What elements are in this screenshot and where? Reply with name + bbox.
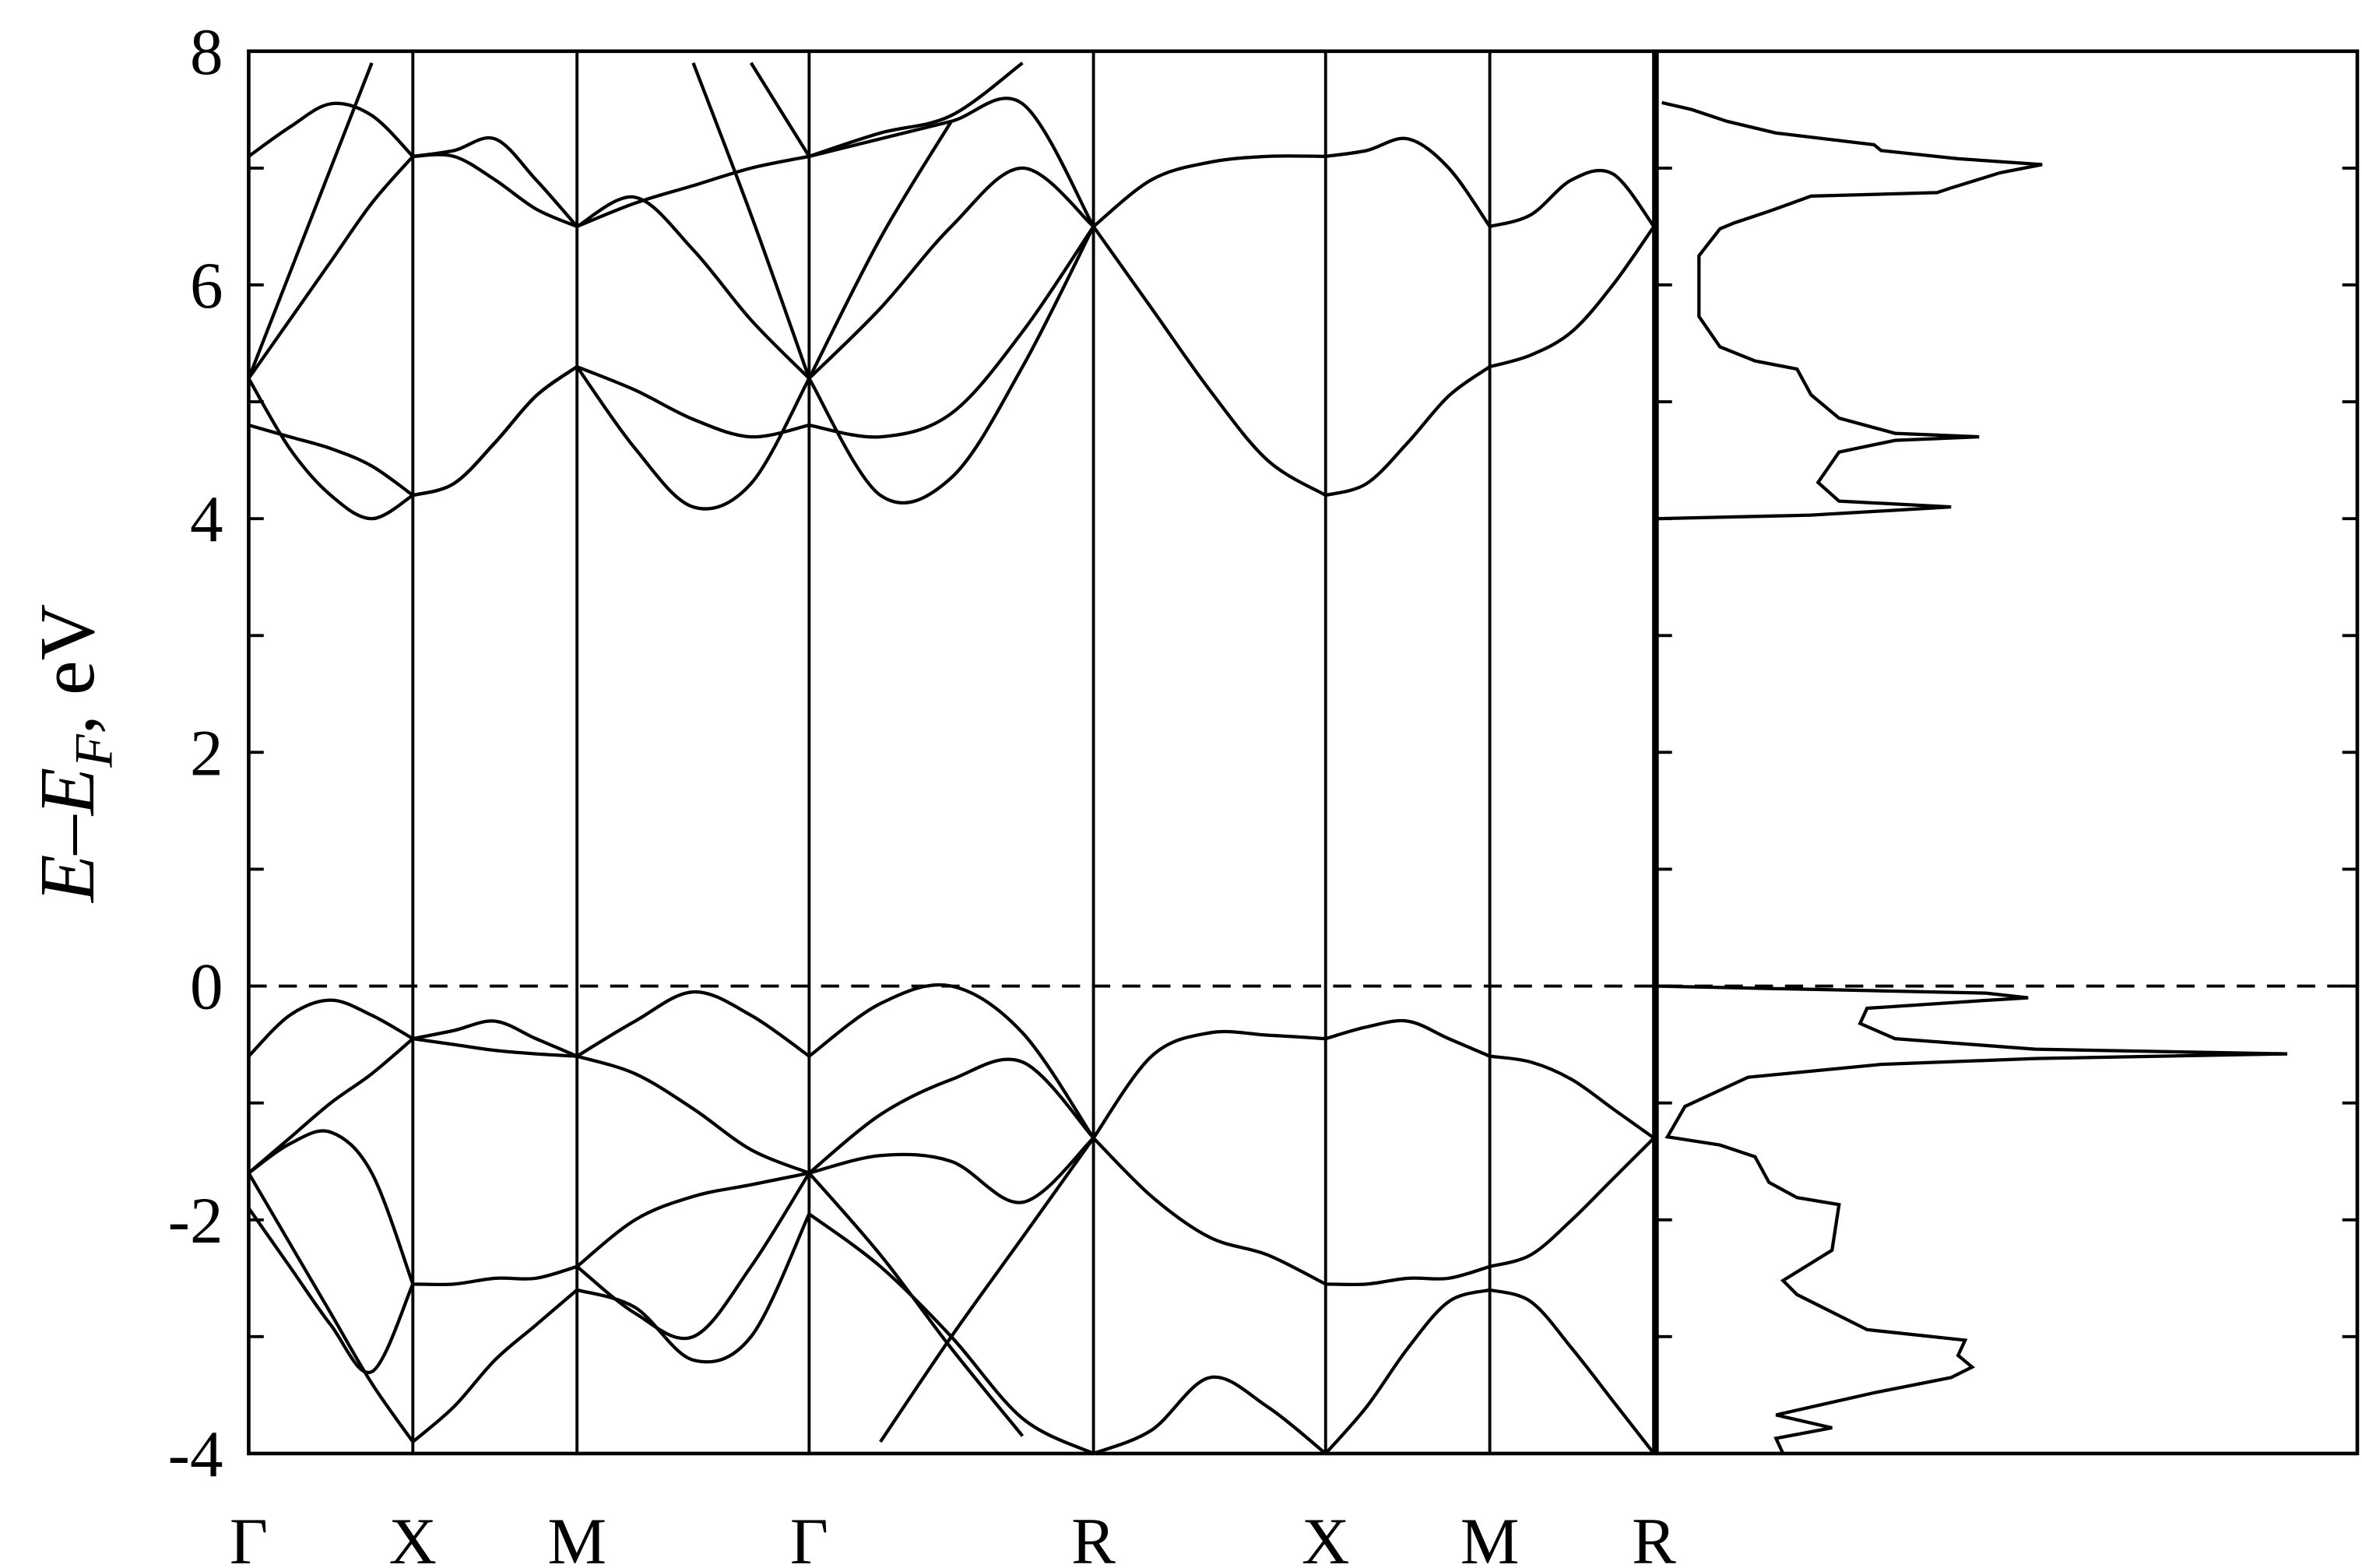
y-label-part: –	[23, 815, 111, 856]
band-frame	[247, 49, 1656, 1456]
y-label-part: F	[64, 733, 124, 768]
band-line	[248, 1036, 1654, 1286]
dos-frame	[1655, 49, 2360, 1456]
y-label-part: E	[23, 855, 111, 904]
band-line	[248, 136, 1654, 497]
y-tick-label: 8	[190, 16, 223, 89]
band-line	[248, 97, 1095, 380]
band-line	[248, 1129, 1095, 1286]
band-line	[248, 1172, 1654, 1454]
band-line	[248, 223, 1654, 521]
x-tick-label: Γ	[230, 1505, 268, 1568]
band-line	[691, 62, 953, 383]
x-tick-label: X	[389, 1505, 437, 1568]
y-label-part: E	[23, 768, 111, 817]
band-line	[248, 983, 1654, 1141]
x-tick-label: Γ	[790, 1505, 828, 1568]
band-line	[248, 101, 1095, 381]
x-tick-label: R	[1632, 1505, 1676, 1568]
dos-line	[1655, 100, 2288, 1454]
y-tick-label: 6	[190, 249, 223, 322]
band-line	[248, 62, 1024, 379]
y-tick-label: 2	[190, 716, 223, 789]
x-tick-label: M	[547, 1505, 606, 1568]
x-tick-label: R	[1071, 1505, 1116, 1568]
y-tick-label: -4	[168, 1418, 223, 1491]
band-line	[879, 1137, 1095, 1443]
y-tick-label: 4	[190, 483, 223, 556]
y-axis-label: E–EF, eV	[23, 604, 124, 904]
band-line	[248, 1170, 1025, 1437]
x-tick-label: M	[1460, 1505, 1520, 1568]
y-tick-label: -2	[168, 1184, 223, 1257]
x-tick-label: X	[1302, 1505, 1349, 1568]
y-label-part: , eV	[23, 604, 111, 735]
y-tick-label: 0	[190, 951, 223, 1024]
